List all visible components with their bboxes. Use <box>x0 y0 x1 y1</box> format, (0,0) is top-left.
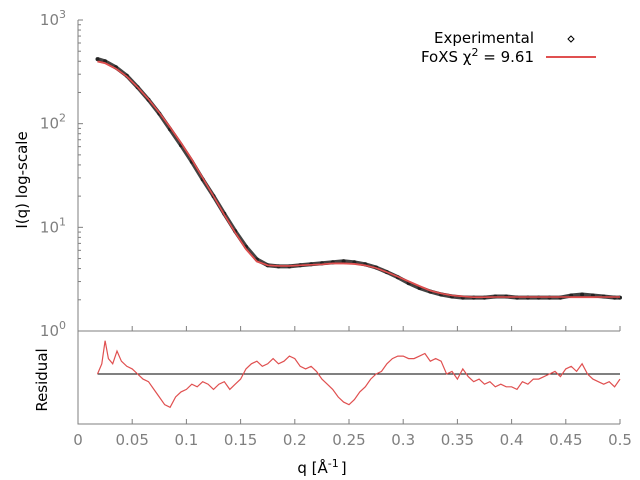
y-axis-label: I(q) log-scale <box>13 131 31 228</box>
legend-fit-prefix: FoXS χ <box>421 48 472 66</box>
experimental-point <box>341 259 346 264</box>
y-tick-exponent: 1 <box>59 215 66 228</box>
x-tick-label: 0.15 <box>224 431 257 449</box>
y-tick-label: 103 <box>40 8 66 29</box>
experimental-point <box>580 292 585 297</box>
y-tick-label: 101 <box>40 215 66 236</box>
y-tick-base: 10 <box>40 115 59 133</box>
x-tick-label: 0.25 <box>332 431 365 449</box>
experimental-series-band <box>96 57 620 300</box>
x-tick-label: 0.1 <box>174 431 198 449</box>
experimental-point <box>95 57 100 62</box>
y-tick-exponent: 2 <box>59 112 66 125</box>
x-axis-label-superscript: -1 <box>328 457 339 470</box>
main-series-group <box>95 57 622 300</box>
residual-series-group <box>96 340 621 409</box>
x-tick-label: 0.5 <box>608 431 632 449</box>
y-tick-label: 102 <box>40 112 66 133</box>
fit-series-line-overlay <box>97 60 620 298</box>
x-tick-label: 0.4 <box>500 431 524 449</box>
legend-fit-superscript: 2 <box>471 46 478 59</box>
residual-axis-label: Residual <box>33 348 51 411</box>
x-tick-label: 0 <box>73 431 83 449</box>
y-tick-base: 10 <box>40 218 59 236</box>
legend-experimental-diamond <box>567 35 575 43</box>
x-axis-ticks: 0 0.05 0.1 0.15 0.2 0.25 0.3 0.35 0.4 0.45 0.5 <box>73 326 632 449</box>
y-tick-exponent: 3 <box>59 8 66 21</box>
x-axis-label-end: ] <box>341 459 347 477</box>
x-tick-label: 0.05 <box>115 431 148 449</box>
y-tick-exponent: 0 <box>59 319 66 332</box>
x-tick-label: 0.35 <box>441 431 474 449</box>
x-tick-label: 0.45 <box>549 431 582 449</box>
residual-plot-frame <box>77 331 620 425</box>
legend-fit-suffix: = 9.61 <box>478 48 534 66</box>
legend-fit-label: FoXS χ2 = 9.61 <box>421 46 534 66</box>
x-tick-label: 0.3 <box>391 431 415 449</box>
legend: Experimental FoXS χ2 = 9.61 <box>421 29 596 66</box>
residual-series-line <box>96 340 621 409</box>
legend-experimental-marker <box>567 35 575 43</box>
x-tick-label: 0.2 <box>283 431 307 449</box>
legend-experimental-label: Experimental <box>434 29 534 47</box>
y-tick-label: 100 <box>40 319 66 340</box>
main-plot-frame <box>77 20 620 332</box>
y-tick-base: 10 <box>40 11 59 29</box>
y-tick-base: 10 <box>40 322 59 340</box>
x-axis-label: q [Å-1] <box>297 457 346 477</box>
x-axis-label-main: q [Å <box>297 458 328 477</box>
